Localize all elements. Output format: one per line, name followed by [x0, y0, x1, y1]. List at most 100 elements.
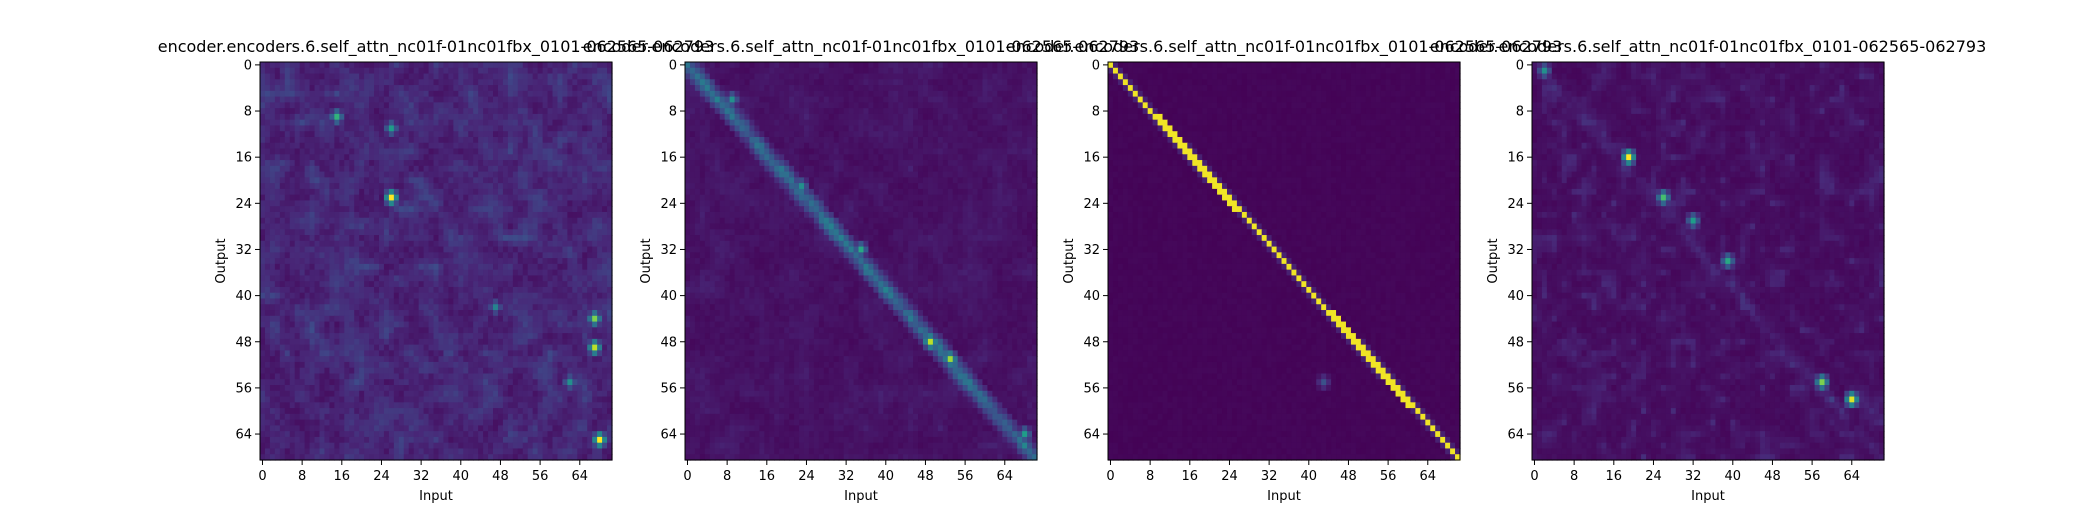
heatmap-cell — [582, 235, 588, 242]
heatmap-cell — [299, 419, 306, 426]
heatmap-cell — [448, 356, 454, 363]
heatmap-cell — [458, 62, 464, 69]
heatmap-cell — [488, 200, 494, 207]
heatmap-cell — [309, 119, 316, 127]
heatmap-cell — [582, 79, 588, 86]
heatmap-cell — [542, 183, 549, 190]
heatmap-cell — [607, 327, 613, 334]
heatmap-cell — [507, 246, 514, 253]
heatmap-cell — [264, 269, 271, 277]
heatmap-cell — [582, 131, 588, 138]
heatmap-cell — [458, 200, 464, 207]
heatmap-cell — [453, 286, 459, 294]
heatmap-cell — [587, 206, 593, 213]
heatmap-cell — [522, 442, 529, 450]
heatmap-cell — [522, 79, 529, 86]
heatmap-cell — [369, 211, 375, 219]
heatmap-cell — [582, 136, 588, 144]
heatmap-cell — [443, 165, 449, 173]
heatmap-cell — [428, 235, 435, 242]
heatmap-cell — [507, 367, 514, 375]
heatmap-cell — [339, 258, 345, 265]
heatmap-cell — [339, 321, 345, 328]
heatmap-cell — [582, 252, 588, 259]
heatmap-cell — [507, 183, 514, 190]
heatmap-cell — [453, 321, 459, 328]
heatmap-cell — [418, 275, 425, 282]
heatmap-cell — [483, 396, 489, 403]
heatmap-cell — [883, 62, 889, 69]
heatmap-cell — [388, 85, 395, 92]
heatmap-cell — [438, 361, 445, 369]
heatmap-cell — [587, 165, 593, 173]
heatmap-cell — [443, 425, 449, 432]
heatmap-cell — [577, 188, 583, 196]
heatmap-cell — [453, 223, 459, 230]
heatmap-cell — [324, 183, 331, 190]
heatmap-cell — [443, 413, 449, 421]
heatmap-cell — [512, 125, 519, 132]
heatmap-cell — [512, 240, 519, 248]
heatmap-cell — [319, 108, 326, 115]
heatmap-cell — [572, 356, 578, 363]
heatmap-cell — [557, 183, 564, 190]
heatmap-cell — [284, 160, 291, 167]
heatmap-cell — [512, 119, 519, 127]
heatmap-cell — [269, 125, 276, 132]
heatmap-cell — [443, 298, 449, 305]
heatmap-cell — [369, 258, 375, 265]
heatmap-cell — [517, 315, 524, 323]
heatmap-cell — [344, 431, 350, 438]
heatmap-cell — [398, 108, 405, 115]
heatmap-cell — [374, 108, 380, 115]
heatmap-cell — [562, 183, 568, 190]
heatmap-cell — [868, 62, 874, 69]
heatmap-cell — [478, 67, 484, 75]
heatmap-cell — [483, 263, 489, 271]
heatmap-cell — [369, 436, 375, 444]
heatmap-cell — [383, 350, 390, 357]
heatmap-cell — [537, 246, 544, 253]
heatmap-cell — [448, 62, 454, 69]
heatmap-cell — [542, 385, 549, 392]
heatmap-cell — [532, 62, 539, 69]
heatmap-cell — [329, 113, 335, 121]
heatmap-cell — [403, 408, 410, 415]
heatmap-cell — [319, 90, 326, 98]
heatmap-cell — [438, 402, 445, 409]
heatmap-cell — [339, 211, 345, 219]
heatmap-cell — [582, 379, 588, 386]
heatmap-cell — [587, 90, 593, 98]
heatmap-cell — [532, 431, 539, 438]
heatmap-cell — [294, 217, 301, 225]
heatmap-cell — [497, 154, 504, 161]
heatmap-cell — [764, 62, 770, 69]
heatmap-cell — [587, 356, 593, 363]
heatmap-cell — [582, 96, 588, 103]
heatmap-cell — [592, 102, 598, 109]
heatmap-cell — [369, 373, 375, 380]
heatmap-cell — [607, 160, 613, 167]
heatmap-cell — [517, 200, 524, 207]
heatmap-cell — [359, 344, 365, 352]
heatmap-cell — [542, 240, 549, 248]
heatmap-cell — [468, 298, 474, 305]
heatmap-cell — [388, 361, 395, 369]
heatmap-cell — [329, 286, 335, 294]
heatmap-cell — [383, 62, 390, 69]
heatmap-cell — [329, 379, 335, 386]
heatmap-cell — [557, 96, 564, 103]
heatmap-cell — [572, 379, 578, 386]
heatmap-cell — [483, 258, 489, 265]
heatmap-cell — [264, 171, 271, 178]
heatmap-cell — [413, 96, 420, 103]
heatmap-cell — [334, 217, 340, 225]
heatmap-cell — [289, 160, 296, 167]
heatmap-cell — [577, 223, 583, 230]
heatmap-cell — [344, 390, 350, 398]
heatmap-cell — [324, 367, 331, 375]
heatmap-cell — [602, 402, 608, 409]
heatmap-cell — [314, 217, 321, 225]
heatmap-cell — [438, 113, 445, 121]
heatmap-cell — [572, 373, 578, 380]
